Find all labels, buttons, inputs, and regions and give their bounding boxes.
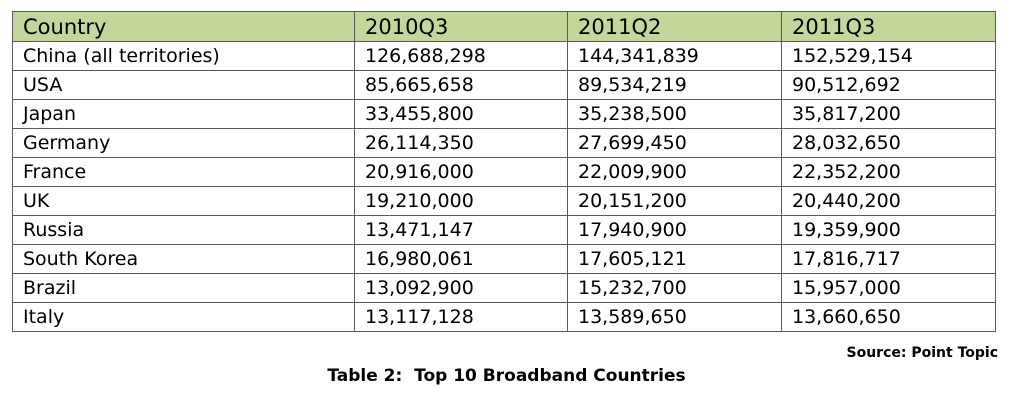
table-cell-2011q2: 13,589,650: [567, 302, 782, 332]
table-cell-2011q3: 90,512,692: [781, 70, 996, 100]
table-cell-2011q2: 22,009,900: [567, 157, 782, 187]
table-cell-2010q3: 16,980,061: [354, 244, 568, 274]
table-cell-2010q3: 26,114,350: [354, 128, 568, 158]
table-cell-2011q2: 15,232,700: [567, 273, 782, 303]
header-cell-2010q3: 2010Q3: [354, 11, 568, 42]
table-cell-2010q3: 13,092,900: [354, 273, 568, 303]
table-row: South Korea 16,980,061 17,605,121 17,816,71…: [12, 244, 996, 274]
table-cell-2011q3: 35,817,200: [781, 99, 996, 129]
table-cell-2010q3: 13,471,147: [354, 215, 568, 245]
table-cell-2011q3: 22,352,200: [781, 157, 996, 187]
table-cell-2011q2: 35,238,500: [567, 99, 782, 129]
table-row: USA 85,665,658 89,534,219 90,512,692: [12, 70, 996, 100]
table-cell-2011q3: 19,359,900: [781, 215, 996, 245]
table-cell-2011q3: 28,032,650: [781, 128, 996, 158]
table-cell-2010q3: 20,916,000: [354, 157, 568, 187]
table-header: Country 2010Q3 2011Q2 2011Q3: [12, 11, 996, 42]
table-row: Italy 13,117,128 13,589,650 13,660,650: [12, 302, 996, 332]
table-cell-2010q3: 19,210,000: [354, 186, 568, 216]
table-cell-2010q3: 13,117,128: [354, 302, 568, 332]
table-body: China (all territories) 126,688,298 144,34…: [12, 41, 996, 332]
source-note: Source: Point Topic: [846, 345, 998, 361]
table-cell-country: Germany: [12, 128, 355, 158]
table-cell-2010q3: 85,665,658: [354, 70, 568, 100]
header-cell-country: Country: [12, 11, 355, 42]
table-row: Brazil 13,092,900 15,232,700 15,957,000: [12, 273, 996, 303]
table-cell-country: South Korea: [12, 244, 355, 274]
table-cell-2011q3: 152,529,154: [781, 41, 996, 71]
table-cell-country: France: [12, 157, 355, 187]
table-cell-2011q2: 17,605,121: [567, 244, 782, 274]
table-cell-country: Italy: [12, 302, 355, 332]
caption-text: Table 2: Top 10 Broadband Countries: [327, 366, 686, 386]
table-cell-country: China (all territories): [12, 41, 355, 71]
table-cell-country: Russia: [12, 215, 355, 245]
table-cell-2011q2: 144,341,839: [567, 41, 782, 71]
table-row: UK 19,210,000 20,151,200 20,440,200: [12, 186, 996, 216]
table-cell-2011q3: 17,816,717: [781, 244, 996, 274]
table-row: China (all territories) 126,688,298 144,34…: [12, 41, 996, 71]
header-cell-2011q2: 2011Q2: [567, 11, 782, 42]
table-cell-2011q2: 20,151,200: [567, 186, 782, 216]
table-cell-2011q2: 89,534,219: [567, 70, 782, 100]
table-cell-2011q3: 20,440,200: [781, 186, 996, 216]
table-cell-2011q3: 13,660,650: [781, 302, 996, 332]
table-row: Russia 13,471,147 17,940,900 19,359,900: [12, 215, 996, 245]
table-caption: Table 2: Top 10 Broadband Countries: [0, 366, 1013, 386]
table-cell-country: Japan: [12, 99, 355, 129]
table-cell-country: UK: [12, 186, 355, 216]
table-cell-2010q3: 33,455,800: [354, 99, 568, 129]
table-cell-2011q3: 15,957,000: [781, 273, 996, 303]
header-row: Country 2010Q3 2011Q2 2011Q3: [12, 11, 996, 42]
table-row: Germany 26,114,350 27,699,450 28,032,650: [12, 128, 996, 158]
table-cell-country: USA: [12, 70, 355, 100]
header-cell-2011q3: 2011Q3: [781, 11, 996, 42]
table-cell-2011q2: 17,940,900: [567, 215, 782, 245]
table-cell-2010q3: 126,688,298: [354, 41, 568, 71]
table-row: France 20,916,000 22,009,900 22,352,200: [12, 157, 996, 187]
broadband-table: Country 2010Q3 2011Q2 2011Q3 China (all …: [12, 11, 996, 332]
table-cell-2011q2: 27,699,450: [567, 128, 782, 158]
table-cell-country: Brazil: [12, 273, 355, 303]
table-row: Japan 33,455,800 35,238,500 35,817,200: [12, 99, 996, 129]
